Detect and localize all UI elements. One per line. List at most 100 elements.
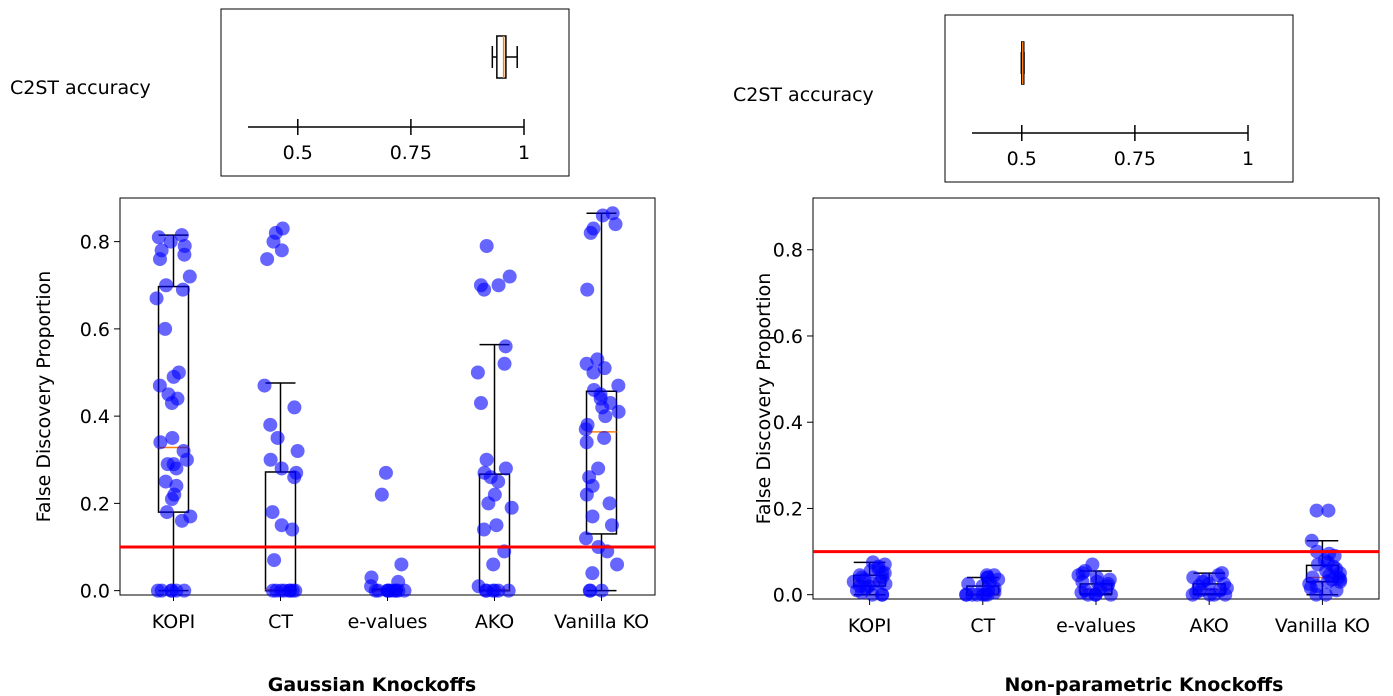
c2st-frame	[220, 8, 570, 177]
data-point	[501, 583, 516, 598]
panel-subtitle: Gaussian Knockoffs	[268, 674, 476, 696]
data-point	[169, 461, 184, 476]
data-point	[611, 404, 626, 419]
c2st-tick-label: 0.75	[1114, 148, 1156, 170]
data-point	[579, 487, 594, 502]
data-point	[1202, 587, 1217, 602]
points-e-values	[364, 465, 412, 598]
data-point	[1320, 574, 1335, 589]
data-point	[260, 252, 275, 267]
points-ako	[470, 238, 519, 598]
data-point	[174, 228, 189, 243]
data-point	[491, 278, 506, 293]
data-point	[179, 452, 194, 467]
data-point	[1088, 587, 1103, 602]
data-point	[477, 282, 492, 297]
y-tick-label: 0.8	[773, 240, 803, 262]
data-point	[1309, 503, 1324, 518]
data-point	[489, 518, 504, 533]
x-tick-label: e-values	[1056, 615, 1136, 637]
c2st-label: C2ST accuracy	[10, 77, 151, 99]
data-point	[597, 430, 612, 445]
data-point	[287, 470, 302, 485]
data-point	[394, 557, 409, 572]
c2st-frame	[944, 14, 1294, 183]
data-point	[498, 339, 513, 354]
data-point	[287, 400, 302, 415]
data-point	[1321, 503, 1336, 518]
data-point	[594, 583, 609, 598]
data-point	[290, 444, 305, 459]
data-point	[504, 500, 519, 515]
data-point	[174, 513, 189, 528]
data-point	[487, 583, 502, 598]
data-point	[854, 585, 869, 600]
c2st-inset: C2ST accuracy 0.5 0.75 1	[10, 8, 570, 177]
x-tick-label: AKO	[1190, 615, 1229, 637]
c2st-tick-label: 0.75	[390, 142, 432, 164]
data-point	[875, 587, 890, 602]
data-point	[959, 587, 974, 602]
data-point	[585, 566, 600, 581]
data-point	[578, 531, 593, 546]
data-point	[595, 208, 610, 223]
data-point	[158, 321, 173, 336]
data-point	[470, 365, 485, 380]
data-point	[610, 557, 625, 572]
y-tick-label: 0.2	[773, 498, 803, 520]
data-point	[497, 356, 512, 371]
data-point	[285, 522, 300, 537]
data-point	[384, 583, 399, 598]
data-point	[182, 269, 197, 284]
data-point	[374, 487, 389, 502]
y-tick-label: 0.0	[80, 581, 110, 603]
data-point	[159, 278, 174, 293]
points-vanilla-ko	[578, 206, 626, 598]
data-point	[163, 234, 178, 249]
data-point	[158, 474, 173, 489]
data-point	[257, 378, 272, 393]
data-point	[502, 269, 517, 284]
data-point	[602, 496, 617, 511]
x-tick-label: KOPI	[848, 615, 891, 637]
y-axis-label: False Discovery Proportion	[753, 273, 775, 525]
data-point	[498, 461, 513, 476]
data-point	[961, 576, 976, 591]
data-point	[159, 505, 174, 520]
data-point	[166, 369, 181, 384]
points-kopi	[149, 228, 198, 598]
data-point	[481, 496, 496, 511]
x-tick-label: KOPI	[152, 611, 195, 633]
data-point	[267, 553, 282, 568]
data-point	[1329, 583, 1344, 598]
data-point	[476, 522, 491, 537]
points-ct	[257, 221, 305, 598]
data-point	[579, 435, 594, 450]
c2st-label: C2ST accuracy	[733, 84, 874, 106]
c2st-tick-label: 1	[518, 142, 530, 164]
data-point	[479, 238, 494, 253]
y-tick-label: 0.2	[80, 493, 110, 515]
data-point	[611, 378, 626, 393]
data-point	[597, 361, 612, 376]
data-point	[154, 583, 169, 598]
y-tick-label: 0.4	[80, 406, 110, 428]
c2st-tick-label: 1	[1242, 148, 1254, 170]
data-point	[274, 461, 289, 476]
data-point	[378, 465, 393, 480]
data-point	[1185, 587, 1200, 602]
data-point	[486, 557, 501, 572]
data-point	[152, 378, 167, 393]
data-point	[591, 461, 606, 476]
data-point	[608, 217, 623, 232]
data-point	[586, 365, 601, 380]
data-point	[266, 234, 281, 249]
data-point	[583, 583, 598, 598]
c2st-tick-label: 0.5	[1007, 148, 1037, 170]
points-kopi	[846, 555, 893, 602]
points-vanilla-ko	[1302, 503, 1348, 602]
data-point	[878, 576, 893, 591]
data-point	[580, 282, 595, 297]
data-point	[165, 430, 180, 445]
